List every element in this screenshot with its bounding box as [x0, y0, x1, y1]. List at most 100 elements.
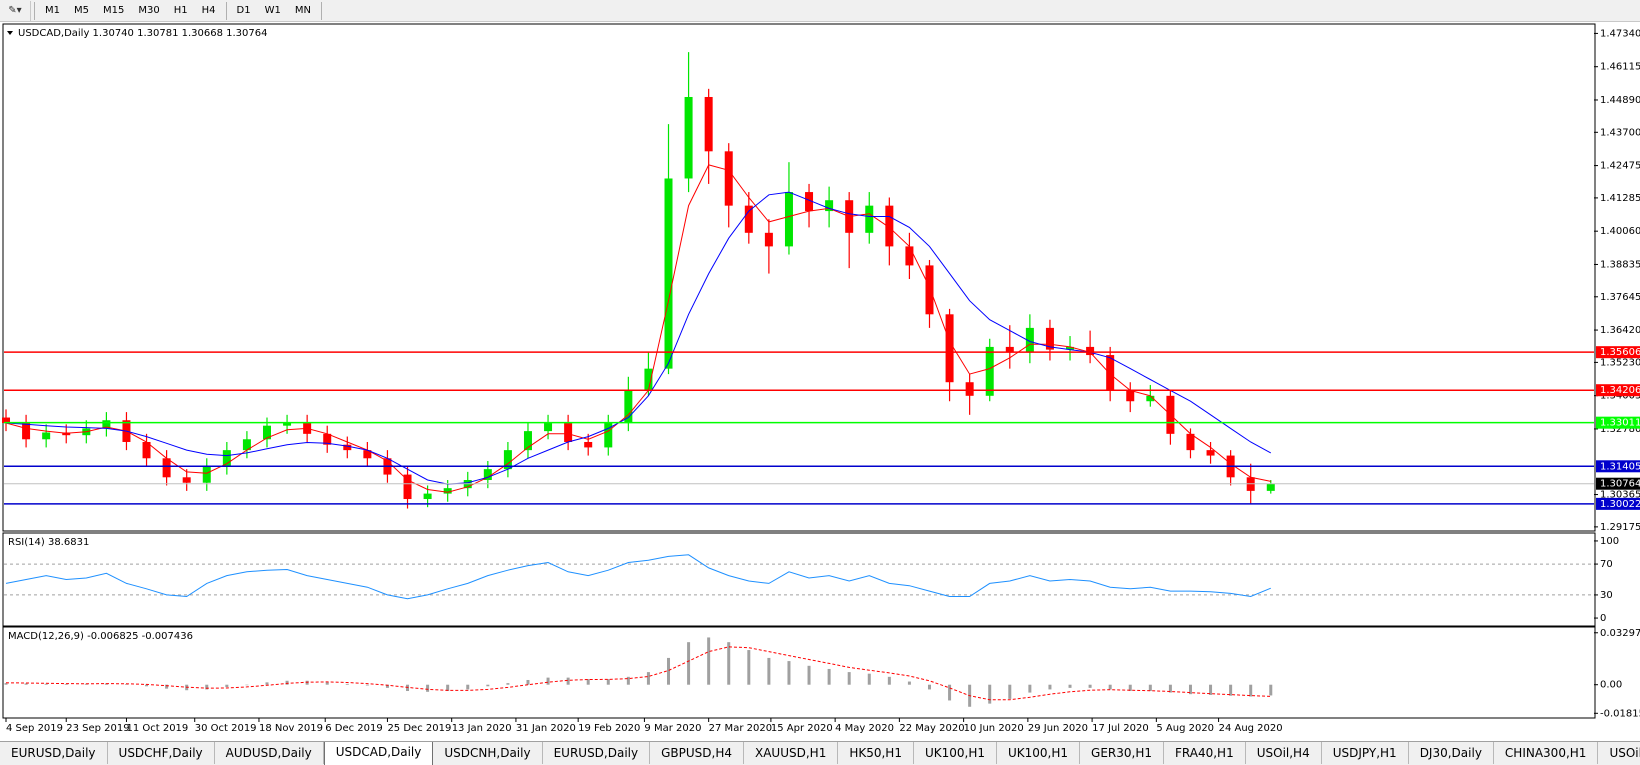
x-tick-label: 10 Jun 2020 [964, 723, 1024, 734]
histogram-bar [165, 684, 169, 689]
chart-tab[interactable]: EURUSD,Daily [543, 742, 651, 764]
candle-body [704, 96, 713, 152]
candle-body [102, 420, 111, 429]
timeframe-button[interactable]: H1 [173, 4, 188, 16]
y-tick-label: 1.30365 [1600, 490, 1640, 501]
level-price-label: 1.33011 [1600, 418, 1640, 429]
candle-body [945, 314, 954, 383]
pane-title: USDCAD,Daily 1.30740 1.30781 1.30668 1.3… [18, 28, 268, 39]
y-tick-label: 1.37645 [1600, 292, 1640, 303]
separator [225, 1, 227, 20]
candle-body [22, 422, 31, 440]
chart-tab[interactable]: DJ30,Daily [1409, 742, 1494, 764]
timeframe-button[interactable]: D1 [236, 4, 251, 16]
y-tick-label: -0.018154 [1600, 708, 1640, 719]
y-tick-label: 1.38835 [1600, 259, 1640, 270]
y-tick-label: 30 [1600, 590, 1613, 601]
y-tick-label: 1.44890 [1600, 95, 1640, 106]
chart-tab[interactable]: HK50,H1 [838, 742, 914, 764]
chart-tabs: EURUSD,Daily USDCHF,Daily AUDUSD,Daily USDC… [0, 741, 1640, 765]
histogram-bar [927, 684, 931, 690]
x-tick-label: 5 Aug 2020 [1156, 723, 1214, 734]
level-price-box [1596, 497, 1640, 510]
chart-tab[interactable]: USOil,H1 [1598, 742, 1640, 764]
line-tool-button[interactable]: ✎▾ [0, 0, 31, 21]
chart-tab[interactable]: UK100,H1 [914, 742, 997, 764]
histogram-bar [225, 684, 229, 688]
y-tick-label: 1.36420 [1600, 325, 1640, 336]
histogram-bar [446, 684, 450, 692]
histogram-bar [4, 683, 8, 685]
chart-tab[interactable]: GER30,H1 [1080, 742, 1164, 764]
x-tick-label: 9 Mar 2020 [644, 723, 701, 734]
histogram-bar [847, 672, 851, 685]
histogram-bar [606, 679, 610, 685]
pane-frame [2, 23, 1596, 532]
histogram-bar [566, 677, 570, 685]
y-tick-label: 1.42475 [1600, 161, 1640, 172]
candle-body [1106, 355, 1115, 391]
y-tick-label: 1.41285 [1600, 193, 1640, 204]
histogram-bar [646, 672, 650, 685]
timeframe-button[interactable]: W1 [264, 4, 281, 16]
candle-body [564, 422, 573, 442]
chart-tab[interactable]: USDJPY,H1 [1322, 742, 1409, 764]
pane-frame [2, 626, 1596, 719]
chart-tab[interactable]: XAUUSD,H1 [744, 742, 839, 764]
histogram-bar [365, 684, 369, 686]
timeframe-button[interactable]: M1 [45, 4, 60, 16]
candle-body [1066, 346, 1075, 350]
chart-tab[interactable]: USDCNH,Daily [433, 742, 543, 764]
chart-tab[interactable]: FRA40,H1 [1164, 742, 1246, 764]
candle-body [523, 431, 532, 451]
candle-body [323, 433, 332, 445]
timeframe-button[interactable]: MN [294, 4, 311, 16]
chart-tab[interactable]: USDCHF,Daily [108, 742, 215, 764]
histogram-bar [1229, 684, 1233, 696]
indicator-line [5, 646, 1271, 701]
chart-tab[interactable]: USDCAD,Daily [323, 742, 434, 765]
chart-tab[interactable]: AUDUSD,Daily [215, 742, 324, 764]
candle-body [684, 96, 693, 179]
level-price-box [1596, 384, 1640, 397]
candle-body [805, 192, 814, 212]
histogram-bar [687, 642, 691, 685]
x-tick-label: 29 Jun 2020 [1028, 723, 1088, 734]
candle-body [162, 458, 171, 478]
chart-tab[interactable]: USOil,H4 [1246, 742, 1322, 764]
level-price-label: 1.34206 [1600, 385, 1640, 396]
histogram-bar [426, 684, 430, 692]
histogram-bar [1108, 684, 1112, 690]
candle-body [1206, 450, 1215, 456]
histogram-bar [1088, 684, 1092, 688]
timeframe-button[interactable]: M30 [138, 4, 160, 16]
histogram-bar [466, 684, 470, 690]
histogram-bar [907, 681, 911, 685]
chart-tab[interactable]: CHINA300,H1 [1494, 742, 1599, 764]
histogram-bar [345, 683, 349, 685]
histogram-bar [205, 684, 209, 690]
candle-body [283, 422, 292, 426]
timeframe-button[interactable]: M15 [103, 4, 125, 16]
candle-body [644, 368, 653, 391]
histogram-bar [948, 684, 952, 701]
level-price-box [1596, 416, 1640, 429]
histogram-bar [787, 661, 791, 685]
chart-tab[interactable]: EURUSD,Daily [0, 742, 108, 764]
candle-body [744, 205, 753, 233]
chart-tab[interactable]: GBPUSD,H4 [650, 742, 744, 764]
candle-body [42, 432, 51, 440]
symbol-menu-arrow [7, 31, 13, 35]
timeframe-button[interactable]: M5 [74, 4, 89, 16]
timeframe-button[interactable]: H4 [201, 4, 216, 16]
candle-body [584, 441, 593, 448]
chart-tab[interactable]: UK100,H1 [997, 742, 1081, 764]
indicator-line [5, 191, 1272, 485]
x-tick-label: 4 Sep 2019 [6, 723, 63, 734]
candle-body [624, 390, 633, 423]
last-price-label: 1.30764 [1600, 479, 1640, 490]
x-tick-label: 18 Nov 2019 [259, 723, 323, 734]
y-tick-label: 1.35230 [1600, 357, 1640, 368]
histogram-bar [667, 657, 671, 685]
